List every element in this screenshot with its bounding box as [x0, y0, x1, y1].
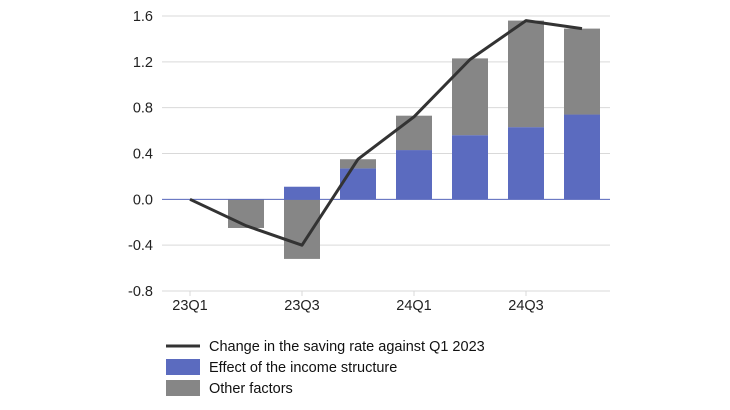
bars [228, 20, 600, 259]
legend-label: Change in the saving rate against Q1 202… [209, 339, 485, 355]
bar [508, 127, 544, 200]
y-tick-label: 1.6 [133, 9, 153, 25]
bar [452, 135, 488, 200]
bar [452, 58, 488, 136]
line-series [189, 19, 583, 247]
legend-swatch [166, 380, 200, 396]
y-tick-label: -0.4 [128, 238, 153, 254]
bar [564, 114, 600, 200]
y-tick-label: 1.2 [133, 55, 153, 71]
y-tick-label: -0.8 [128, 284, 153, 300]
legend-label: Other factors [209, 381, 293, 397]
y-tick-label: 0.0 [133, 192, 153, 208]
y-tick-label: 0.8 [133, 101, 153, 117]
legend-swatch [166, 359, 200, 375]
bar [228, 199, 264, 228]
x-tick-label: 24Q3 [508, 298, 543, 314]
legend: Change in the saving rate against Q1 202… [166, 339, 485, 397]
y-axis-ticks: 1.6 1.2 0.8 0.4 0.0 -0.4 -0.8 [128, 9, 153, 300]
x-tick-label: 23Q3 [284, 298, 319, 314]
bar [284, 199, 320, 259]
bar [340, 159, 376, 169]
bar [340, 168, 376, 200]
bar [396, 150, 432, 200]
x-tick-label: 24Q1 [396, 298, 431, 314]
y-tick-label: 0.4 [133, 147, 153, 163]
bar [564, 28, 600, 115]
legend-label: Effect of the income structure [209, 360, 397, 376]
saving-rate-line [189, 19, 583, 247]
bar [396, 115, 432, 151]
bar [284, 186, 320, 200]
bar [508, 20, 544, 128]
x-tick-label: 23Q1 [172, 298, 207, 314]
x-axis-ticks: 23Q1 23Q3 24Q1 24Q3 [172, 291, 544, 314]
